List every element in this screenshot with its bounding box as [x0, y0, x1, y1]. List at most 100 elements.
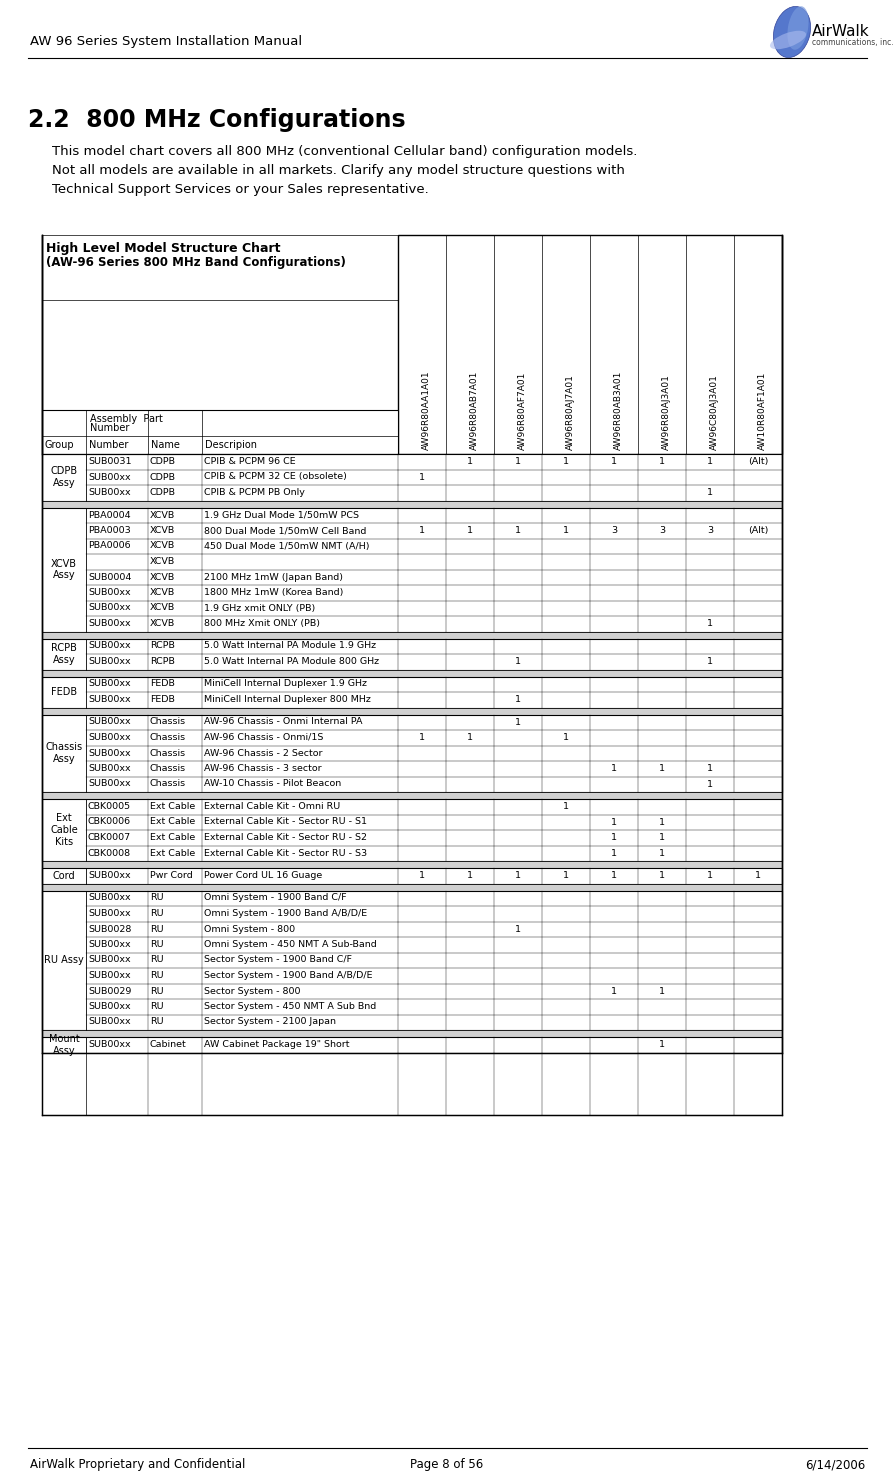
Text: 1: 1 [706, 488, 713, 497]
Bar [42, 884, 781, 891]
Text: RU: RU [150, 1018, 164, 1027]
Text: 1: 1 [611, 833, 616, 842]
Bar [42, 708, 781, 714]
Text: Sector System - 1900 Band C/F: Sector System - 1900 Band C/F [204, 956, 351, 965]
Text: SUB00xx: SUB00xx [88, 940, 131, 948]
Text: AirWalk Proprietary and Confidential: AirWalk Proprietary and Confidential [30, 1457, 245, 1471]
Text: Name: Name [151, 440, 180, 450]
Text: SUB00xx: SUB00xx [88, 748, 131, 758]
Text: SUB00xx: SUB00xx [88, 872, 131, 881]
Text: PBA0006: PBA0006 [88, 541, 131, 550]
Text: RU: RU [150, 940, 164, 948]
Text: 1.9 GHz xmit ONLY (PB): 1.9 GHz xmit ONLY (PB) [204, 603, 315, 612]
Text: Page 8 of 56: Page 8 of 56 [410, 1457, 483, 1471]
Bar [42, 500, 781, 507]
Text: Chassis: Chassis [150, 717, 186, 727]
Text: Ext
Cable
Kits: Ext Cable Kits [50, 813, 78, 847]
Text: SUB00xx: SUB00xx [88, 1002, 131, 1010]
Text: Ext Cable: Ext Cable [150, 817, 195, 826]
Text: SUB00xx: SUB00xx [88, 472, 131, 481]
Text: 1: 1 [658, 872, 664, 881]
Text: RU: RU [150, 956, 164, 965]
Text: 3: 3 [658, 527, 664, 535]
Text: Not all models are available in all markets. Clarify any model structure questio: Not all models are available in all mark… [52, 164, 624, 177]
Text: 1: 1 [658, 848, 664, 858]
Bar [42, 792, 781, 799]
Text: 1: 1 [418, 527, 425, 535]
Text: CDPB: CDPB [150, 457, 176, 466]
Text: 1: 1 [562, 733, 569, 742]
Text: AW 96 Series System Installation Manual: AW 96 Series System Installation Manual [30, 35, 302, 49]
Text: 1: 1 [611, 764, 616, 773]
Text: External Cable Kit - Omni RU: External Cable Kit - Omni RU [204, 802, 340, 811]
Text: 1: 1 [658, 817, 664, 827]
Text: RU: RU [150, 925, 164, 934]
Text: 800 Dual Mode 1/50mW Cell Band: 800 Dual Mode 1/50mW Cell Band [204, 527, 366, 535]
Text: Sector System - 2100 Japan: Sector System - 2100 Japan [204, 1018, 335, 1027]
Text: Chassis: Chassis [150, 779, 186, 789]
Text: SUB00xx: SUB00xx [88, 488, 131, 497]
Text: SUB00xx: SUB00xx [88, 603, 131, 612]
Text: 1: 1 [706, 620, 713, 628]
Text: 1: 1 [418, 473, 425, 482]
Text: External Cable Kit - Sector RU - S3: External Cable Kit - Sector RU - S3 [204, 848, 367, 857]
Text: 1: 1 [514, 718, 520, 727]
Text: AW96R80AB3A01: AW96R80AB3A01 [613, 370, 622, 450]
Text: SUB00xx: SUB00xx [88, 589, 131, 597]
Text: 1: 1 [467, 872, 472, 881]
Text: SUB0004: SUB0004 [88, 572, 131, 581]
Text: External Cable Kit - Sector RU - S2: External Cable Kit - Sector RU - S2 [204, 833, 367, 842]
Text: 6/14/2006: 6/14/2006 [804, 1457, 864, 1471]
Text: 1: 1 [467, 457, 472, 466]
Bar [42, 639, 781, 670]
Text: SUB00xx: SUB00xx [88, 909, 131, 917]
Text: SUB00xx: SUB00xx [88, 733, 131, 742]
Text: AW10R80AF1A01: AW10R80AF1A01 [757, 372, 766, 450]
Text: Ext Cable: Ext Cable [150, 833, 195, 842]
Text: 1800 MHz 1mW (Korea Band): 1800 MHz 1mW (Korea Band) [204, 589, 343, 597]
Text: 1: 1 [658, 833, 664, 842]
Text: 5.0 Watt Internal PA Module 800 GHz: 5.0 Watt Internal PA Module 800 GHz [204, 656, 379, 667]
Text: Chassis: Chassis [150, 764, 186, 773]
Text: 1: 1 [611, 457, 616, 466]
Text: RU Assy: RU Assy [44, 956, 84, 965]
Text: Chassis: Chassis [150, 733, 186, 742]
Text: 1: 1 [514, 527, 520, 535]
Text: 1: 1 [467, 527, 472, 535]
Text: 1: 1 [611, 848, 616, 858]
Text: 1.9 GHz Dual Mode 1/50mW PCS: 1.9 GHz Dual Mode 1/50mW PCS [204, 510, 358, 519]
Text: Sector System - 800: Sector System - 800 [204, 987, 300, 996]
Text: SUB00xx: SUB00xx [88, 971, 131, 979]
Text: SUB0028: SUB0028 [88, 925, 131, 934]
Text: 800 MHz Xmit ONLY (PB): 800 MHz Xmit ONLY (PB) [204, 620, 320, 628]
Text: communications, inc.: communications, inc. [811, 38, 892, 47]
Text: XCVB: XCVB [150, 603, 175, 612]
Bar [42, 891, 781, 1030]
Bar [398, 235, 781, 454]
Text: SUB00xx: SUB00xx [88, 680, 131, 689]
Text: Technical Support Services or your Sales representative.: Technical Support Services or your Sales… [52, 183, 428, 196]
Text: XCVB
Assy: XCVB Assy [51, 559, 77, 580]
Text: Chassis
Assy: Chassis Assy [46, 742, 82, 764]
Text: 1: 1 [658, 987, 664, 996]
Text: Cabinet: Cabinet [150, 1040, 187, 1049]
Bar [42, 1037, 781, 1053]
Text: Chassis: Chassis [150, 748, 186, 758]
Text: 2.2  800 MHz Configurations: 2.2 800 MHz Configurations [28, 108, 405, 131]
Text: External Cable Kit - Sector RU - S1: External Cable Kit - Sector RU - S1 [204, 817, 367, 826]
Bar [42, 631, 781, 639]
Text: AW96C80AJ3A01: AW96C80AJ3A01 [709, 375, 718, 450]
Text: RU: RU [150, 971, 164, 979]
Text: 1: 1 [755, 872, 760, 881]
Text: (AW-96 Series 800 MHz Band Configurations): (AW-96 Series 800 MHz Band Configuration… [46, 257, 345, 268]
Text: Ext Cable: Ext Cable [150, 802, 195, 811]
Text: AW-96 Chassis - Onmi/1S: AW-96 Chassis - Onmi/1S [204, 733, 323, 742]
Text: Sector System - 450 NMT A Sub Bnd: Sector System - 450 NMT A Sub Bnd [204, 1002, 375, 1010]
Text: AW96R80AF7A01: AW96R80AF7A01 [518, 372, 527, 450]
Text: MiniCell Internal Duplexer 1.9 GHz: MiniCell Internal Duplexer 1.9 GHz [204, 680, 367, 689]
Bar [42, 677, 781, 708]
Text: 3: 3 [706, 527, 713, 535]
Text: SUB00xx: SUB00xx [88, 894, 131, 903]
Text: XCVB: XCVB [150, 510, 175, 519]
Text: 1: 1 [562, 802, 569, 811]
